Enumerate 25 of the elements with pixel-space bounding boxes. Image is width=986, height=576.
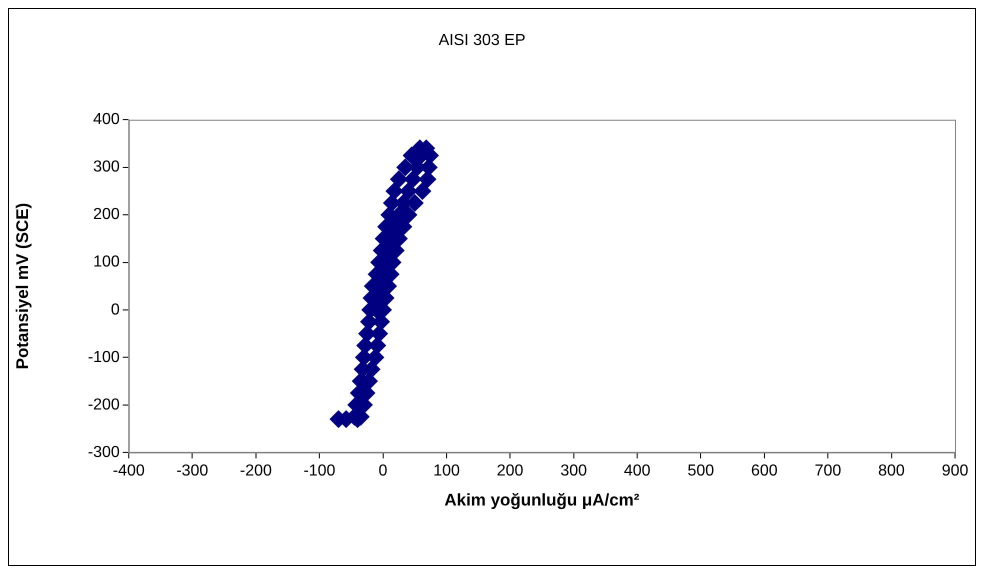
x-tick-label: -400 [112,462,145,480]
y-tick-label: 100 [93,254,120,271]
x-tick-label: 100 [433,462,460,480]
x-tick-label: 0 [378,462,388,480]
y-tick-label: -100 [88,348,120,366]
x-tick-label: 900 [942,462,968,480]
x-tick-label: 500 [687,462,714,480]
x-tick-label: -100 [303,462,336,480]
chart-title: AISI 303 EP [438,32,526,49]
x-tick-label: -300 [176,462,208,480]
y-axis-title: Potansiyel mV (SCE) [12,202,32,370]
x-tick-label: -200 [240,462,272,480]
x-tick-label: 400 [624,462,651,480]
x-axis-title: Akim yoğunluğu μA/cm² [444,490,640,510]
y-tick-label: 300 [93,158,120,176]
x-tick-label: 700 [814,462,842,480]
y-tick-label: -200 [88,396,120,414]
x-tick-label: 600 [751,462,778,480]
y-tick-label: 200 [93,206,120,224]
y-tick-label: 0 [110,301,120,318]
y-tick-label: 400 [93,111,120,128]
y-tick-label: -300 [88,444,120,461]
x-tick-label: 300 [560,462,588,480]
x-tick-label: 800 [878,462,905,480]
x-tick-label: 200 [496,462,524,480]
